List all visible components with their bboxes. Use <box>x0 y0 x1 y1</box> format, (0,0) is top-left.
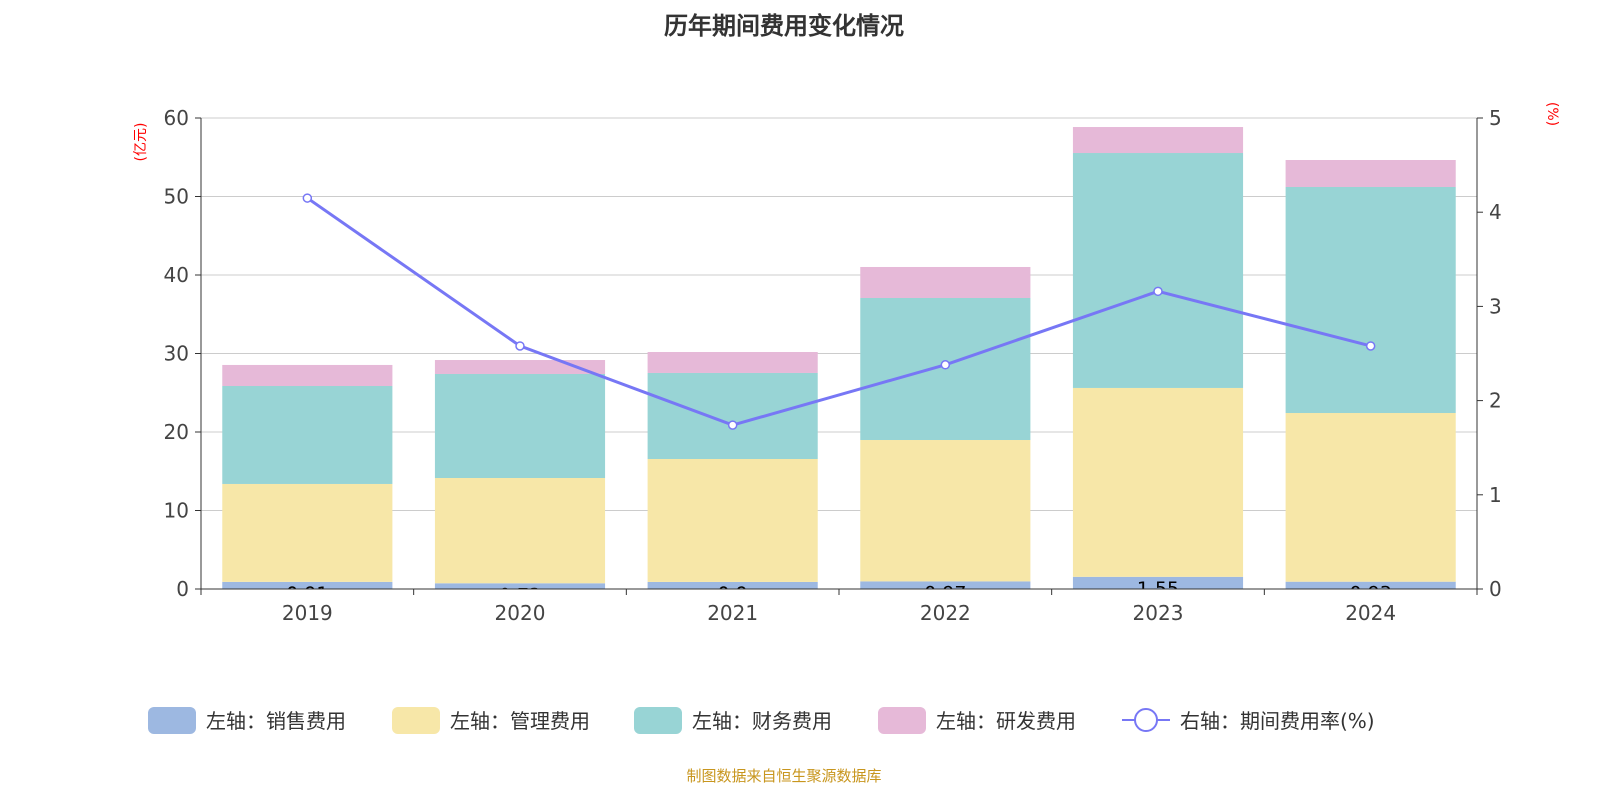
x-axis-tick-label: 2024 <box>1345 601 1396 625</box>
right-axis-tick-label: 1 <box>1489 483 1502 507</box>
legend-item-label: 左轴：销售费用 <box>206 709 346 733</box>
line-series <box>306 196 1372 427</box>
bar-2023-左轴：财务费用 <box>1072 153 1244 388</box>
data-label-2021: 0.9 <box>718 583 748 605</box>
line-point-2023 <box>1153 286 1163 297</box>
line-point-2022 <box>940 360 951 370</box>
right-axis-unit: (%) <box>1544 102 1560 126</box>
left-axis-tick-label: 20 <box>164 420 189 444</box>
legend-swatch <box>878 707 926 734</box>
bar-2024-左轴：管理费用 <box>1285 413 1456 582</box>
right-axis-tick-label: 3 <box>1489 294 1502 318</box>
chart-title: 历年期间费用变化情况 <box>664 12 904 40</box>
x-axis-tick-label: 2022 <box>920 601 971 625</box>
bar-2020-左轴：财务费用 <box>434 373 606 479</box>
source-footer: 制图数据来自恒生聚源数据库 <box>686 767 882 785</box>
right-axis-tick-label: 2 <box>1489 389 1502 413</box>
bar-2022-左轴：研发费用 <box>860 266 1031 299</box>
legend-item-label: 左轴：财务费用 <box>692 709 832 733</box>
bar-2022-左轴：管理费用 <box>860 440 1031 582</box>
left-axis-tick-label: 10 <box>164 499 189 523</box>
bar-2021-左轴：研发费用 <box>647 352 818 373</box>
line-point-2021 <box>727 420 738 430</box>
data-label-2022: 0.97 <box>924 582 966 604</box>
bar-2019-左轴：管理费用 <box>222 483 393 582</box>
x-axis-tick-label: 2023 <box>1133 601 1184 625</box>
right-axis-tick-label: 5 <box>1489 106 1502 130</box>
right-axis-tick-label: 0 <box>1489 577 1502 601</box>
bar-2024-左轴：研发费用 <box>1285 159 1456 188</box>
bar-2019-左轴：销售费用 <box>222 581 393 589</box>
bar-2024-左轴：销售费用 <box>1285 581 1456 589</box>
legend-item-label: 左轴：管理费用 <box>450 709 590 733</box>
right-axis-tick-label: 4 <box>1489 200 1502 224</box>
legend-swatch <box>392 707 440 734</box>
x-axis-tick-label: 2021 <box>707 601 758 625</box>
left-axis-tick-label: 40 <box>164 263 189 287</box>
bar-2021-左轴：销售费用 <box>647 581 818 589</box>
bar-2021-左轴：管理费用 <box>647 459 818 582</box>
left-axis-tick-label: 30 <box>164 342 189 366</box>
data-label-2024: 0.93 <box>1350 583 1392 605</box>
line-point-2019 <box>302 193 313 203</box>
left-axis-tick-label: 0 <box>176 577 189 601</box>
left-axis-tick-label: 50 <box>164 185 189 209</box>
bar-2019-左轴：财务费用 <box>222 385 393 484</box>
left-axis-unit: (亿元) <box>133 123 149 162</box>
bar-2020-左轴：研发费用 <box>434 360 606 374</box>
bar-2023-左轴：管理费用 <box>1072 387 1244 577</box>
x-axis-tick-label: 2019 <box>282 601 333 625</box>
bar-2023-左轴：销售费用 <box>1072 576 1244 589</box>
bar-2023-左轴：研发费用 <box>1072 127 1244 154</box>
legend-circle-icon <box>1134 708 1158 732</box>
line-point-2020 <box>515 341 525 351</box>
legend-swatch <box>634 707 682 734</box>
bar-2020-左轴：管理费用 <box>434 478 606 584</box>
data-label-2020: 0.73 <box>499 584 541 606</box>
bar-2022-左轴：销售费用 <box>860 581 1031 589</box>
bar-2024-左轴：财务费用 <box>1285 187 1456 414</box>
bar-2019-左轴：研发费用 <box>222 364 393 386</box>
legend-item-label: 左轴：研发费用 <box>936 709 1076 733</box>
x-axis-tick-label: 2020 <box>495 601 546 625</box>
legend-swatch <box>148 707 196 734</box>
data-label-2023: 1.55 <box>1137 578 1179 600</box>
legend-item-label: 右轴：期间费用率(%) <box>1180 709 1375 733</box>
line-point-2024 <box>1365 341 1376 351</box>
left-axis-tick-label: 60 <box>164 106 189 130</box>
data-label-2019: 0.91 <box>286 583 328 605</box>
bar-2021-左轴：财务费用 <box>647 372 818 460</box>
bar-2020-左轴：销售费用 <box>434 583 606 589</box>
